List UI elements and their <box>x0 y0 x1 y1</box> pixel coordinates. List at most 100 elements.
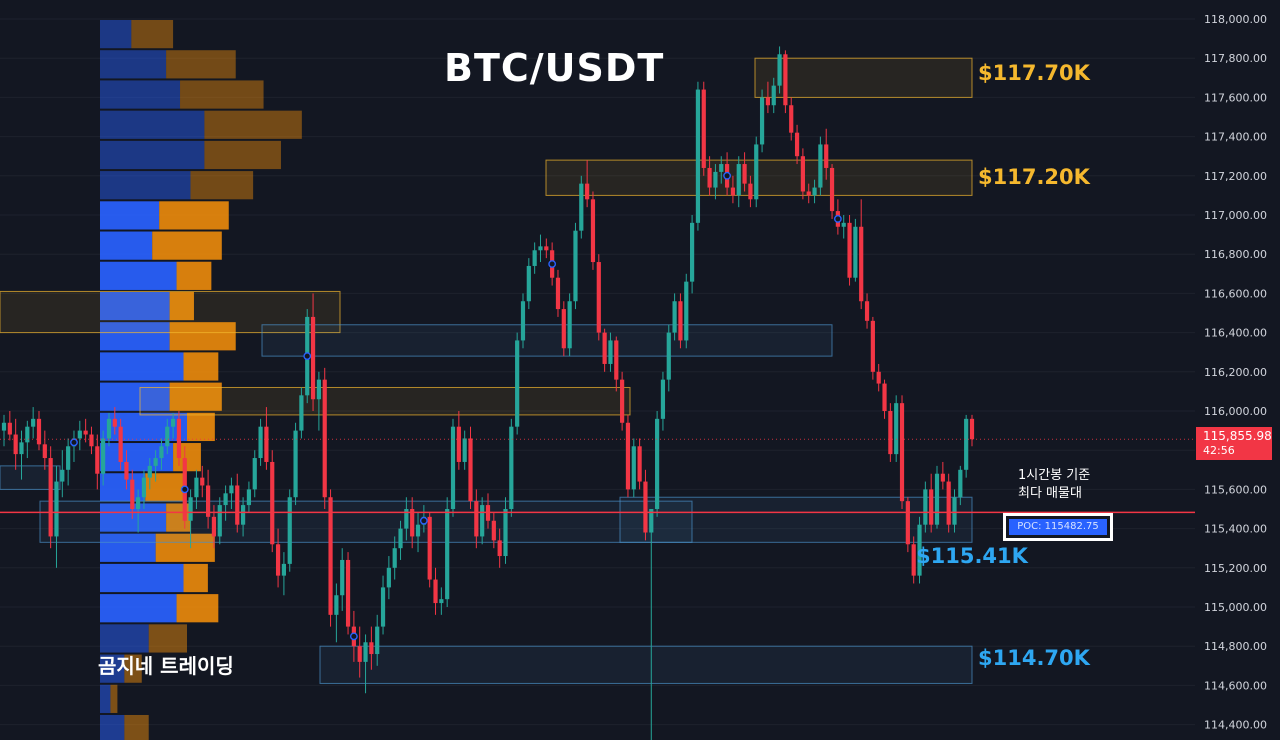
supply-zone <box>545 159 973 196</box>
signal-marker <box>180 485 189 494</box>
candle-body <box>754 144 759 200</box>
candle-body <box>608 340 613 364</box>
volume-profile-buy-bar <box>100 594 177 623</box>
candle-body <box>54 481 59 537</box>
candle-body <box>829 167 835 212</box>
y-tick-label: 116,600.00 <box>1204 287 1267 300</box>
candle-body <box>824 144 829 168</box>
candle-body <box>229 485 234 494</box>
candle-body <box>555 277 561 310</box>
candle-body <box>748 183 753 200</box>
volume-profile-sell-bar <box>152 231 222 260</box>
candle-body <box>398 528 403 549</box>
last-price-badge: 115,855.98 42:56 <box>1196 427 1272 460</box>
volume-profile-sell-bar <box>145 473 184 502</box>
candle-body <box>736 164 741 196</box>
volume-profile-buy-bar <box>100 261 177 290</box>
candle-body <box>235 485 240 525</box>
y-tick-label: 114,800.00 <box>1204 640 1267 653</box>
signal-marker <box>70 438 78 447</box>
signal-marker <box>723 171 731 180</box>
candle-body <box>474 501 479 537</box>
candle-body <box>602 332 607 364</box>
poc-label-box: POC: 115482.75 <box>1003 513 1113 541</box>
candle-body <box>765 97 771 106</box>
candle-body <box>491 520 496 541</box>
volume-profile-buy-bar <box>100 654 125 683</box>
candle-body <box>649 509 654 533</box>
supply-zone <box>0 290 341 334</box>
candle-body <box>19 442 24 455</box>
y-tick-label: 116,000.00 <box>1204 405 1267 418</box>
candle-body <box>240 505 246 525</box>
supply-zone <box>139 386 631 416</box>
candle-body <box>404 509 409 529</box>
y-tick-label: 114,600.00 <box>1204 679 1267 692</box>
candle-body <box>188 497 193 521</box>
level-label-114700: $114.70K <box>978 646 1090 670</box>
candle-body <box>445 509 450 600</box>
candle-body <box>958 469 963 498</box>
candle-body <box>136 497 141 509</box>
candle-body <box>31 418 36 427</box>
signal-marker <box>833 215 842 223</box>
last-price-value: 115,855.98 <box>1203 429 1272 443</box>
candle-body <box>509 426 514 509</box>
candle-body <box>369 642 374 655</box>
candle-body <box>643 481 648 533</box>
volume-profile-sell-bar <box>169 322 236 351</box>
poc-label: POC: 115482.75 <box>1009 519 1107 535</box>
candle-body <box>929 489 934 525</box>
y-tick-label: 115,600.00 <box>1204 483 1267 496</box>
candle-body <box>497 540 502 557</box>
candle-body <box>952 497 957 525</box>
candle-body <box>946 481 951 525</box>
candle-body <box>83 430 88 435</box>
candle-body <box>520 301 526 341</box>
candle-body <box>853 226 858 278</box>
volume-profile-buy-bar <box>100 624 149 653</box>
candle-body <box>439 599 444 604</box>
signal-marker <box>303 352 312 361</box>
y-tick-label: 115,200.00 <box>1204 562 1267 575</box>
volume-profile-sell-bar <box>159 201 229 230</box>
candle-body <box>375 626 380 655</box>
candle-body <box>450 426 456 509</box>
volume-profile-sell-bar <box>131 20 174 49</box>
candle-body <box>544 246 549 251</box>
candle-body <box>310 316 316 400</box>
candle-body <box>660 379 666 419</box>
candle-body <box>806 191 811 196</box>
candle-body <box>847 222 852 278</box>
candle-body <box>48 458 53 537</box>
volume-profile-buy-bar <box>100 563 184 593</box>
candle-body <box>293 430 298 498</box>
candle-body <box>345 559 351 627</box>
candle-body <box>870 320 875 372</box>
candle-body <box>246 489 252 506</box>
y-tick-label: 117,600.00 <box>1204 91 1267 104</box>
candle-body <box>841 222 846 227</box>
candle-body <box>590 199 596 263</box>
volume-profile-sell-bar <box>176 594 219 623</box>
candle-body <box>130 479 135 509</box>
candle-body <box>223 493 228 506</box>
candle-body <box>701 89 706 168</box>
volume-profile-sell-bar <box>190 171 254 200</box>
volume-profile-sell-bar <box>155 533 215 562</box>
candle-body <box>777 54 782 86</box>
candle-body <box>940 473 945 482</box>
volume-profile-buy-bar <box>100 50 167 79</box>
candle-body <box>118 426 123 462</box>
candle-body <box>538 246 543 251</box>
y-tick-label: 116,400.00 <box>1204 327 1267 340</box>
candle-body <box>794 132 800 157</box>
candle-body <box>287 497 292 564</box>
candle-body <box>666 332 671 380</box>
candle-body <box>392 548 397 568</box>
candle-body <box>964 418 969 470</box>
candle-body <box>275 544 281 576</box>
candle-body <box>316 379 321 400</box>
